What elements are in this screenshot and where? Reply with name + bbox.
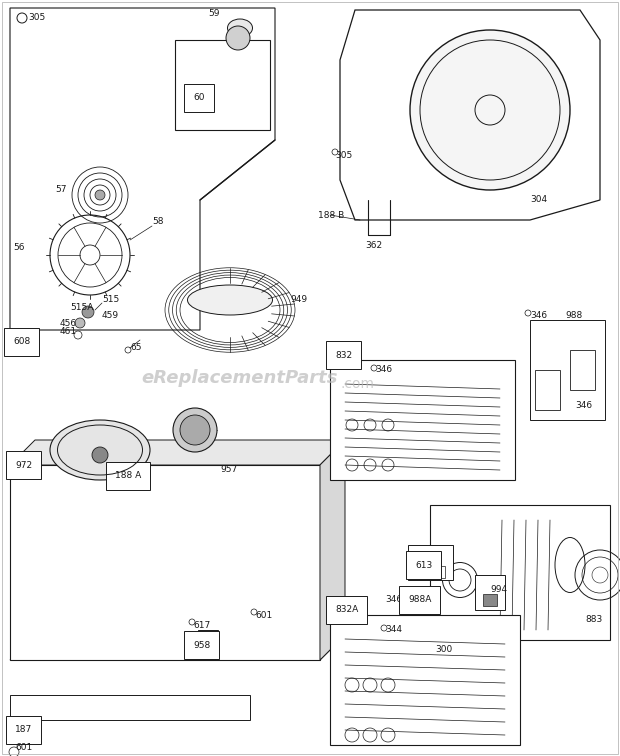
Circle shape xyxy=(410,30,570,190)
Text: 958: 958 xyxy=(193,640,210,649)
Text: 601: 601 xyxy=(255,611,272,619)
Text: 346: 346 xyxy=(530,311,547,320)
Text: 957: 957 xyxy=(220,466,237,475)
Circle shape xyxy=(95,190,105,200)
Text: 188 A: 188 A xyxy=(115,472,141,481)
Bar xyxy=(198,630,218,650)
Text: 988A: 988A xyxy=(408,596,432,605)
Text: 515: 515 xyxy=(102,296,119,305)
Text: 832A: 832A xyxy=(335,606,358,615)
Circle shape xyxy=(82,306,94,318)
Text: 883: 883 xyxy=(585,615,602,624)
Text: 59: 59 xyxy=(208,10,219,18)
Text: 949: 949 xyxy=(290,296,307,305)
Text: 461: 461 xyxy=(60,327,77,336)
Ellipse shape xyxy=(202,638,214,646)
Bar xyxy=(330,360,515,480)
Text: 832: 832 xyxy=(335,351,352,360)
Circle shape xyxy=(173,408,217,452)
Text: 58: 58 xyxy=(152,218,164,227)
Bar xyxy=(570,350,595,390)
Text: 972: 972 xyxy=(15,460,32,469)
Text: 344: 344 xyxy=(385,625,402,634)
Text: 305: 305 xyxy=(335,150,352,160)
Bar xyxy=(412,566,427,578)
Text: 617: 617 xyxy=(193,621,210,630)
Text: eReplacementParts: eReplacementParts xyxy=(142,369,339,387)
Bar xyxy=(430,566,445,578)
Text: 56: 56 xyxy=(13,243,25,253)
Text: 988: 988 xyxy=(565,311,582,320)
Text: 346: 346 xyxy=(375,365,392,374)
Text: 188 B: 188 B xyxy=(318,210,344,219)
Bar xyxy=(430,505,610,640)
Text: 601: 601 xyxy=(15,743,32,752)
Text: 300: 300 xyxy=(435,646,452,655)
Text: 304: 304 xyxy=(530,196,547,205)
Text: 60: 60 xyxy=(193,94,205,103)
Bar xyxy=(535,370,560,410)
Bar xyxy=(408,545,453,580)
Text: 57: 57 xyxy=(55,185,66,194)
Polygon shape xyxy=(320,440,345,660)
Text: .com: .com xyxy=(340,377,374,391)
Polygon shape xyxy=(10,635,345,660)
Bar xyxy=(175,40,270,130)
Ellipse shape xyxy=(50,420,150,480)
Text: 515A: 515A xyxy=(70,303,94,312)
Circle shape xyxy=(180,415,210,445)
Text: 305: 305 xyxy=(28,14,45,23)
Bar xyxy=(330,615,520,745)
Polygon shape xyxy=(10,8,275,330)
Text: 994: 994 xyxy=(490,585,507,594)
Text: 608: 608 xyxy=(13,337,30,346)
Text: 65: 65 xyxy=(130,343,141,352)
Polygon shape xyxy=(10,440,345,465)
Circle shape xyxy=(75,318,85,328)
Text: 459: 459 xyxy=(102,311,119,320)
Ellipse shape xyxy=(228,19,252,37)
Text: 187: 187 xyxy=(15,726,32,735)
Text: 613: 613 xyxy=(415,560,432,569)
Polygon shape xyxy=(10,465,320,660)
Bar xyxy=(483,594,497,606)
Text: 346: 346 xyxy=(575,401,592,410)
Bar xyxy=(530,320,605,420)
Circle shape xyxy=(226,26,250,50)
Bar xyxy=(475,575,505,610)
Text: 456: 456 xyxy=(60,318,77,327)
Polygon shape xyxy=(340,10,600,220)
Text: 362: 362 xyxy=(365,240,382,249)
Ellipse shape xyxy=(187,285,273,315)
Bar xyxy=(10,695,250,720)
Circle shape xyxy=(92,447,108,463)
Text: 346: 346 xyxy=(385,596,402,605)
